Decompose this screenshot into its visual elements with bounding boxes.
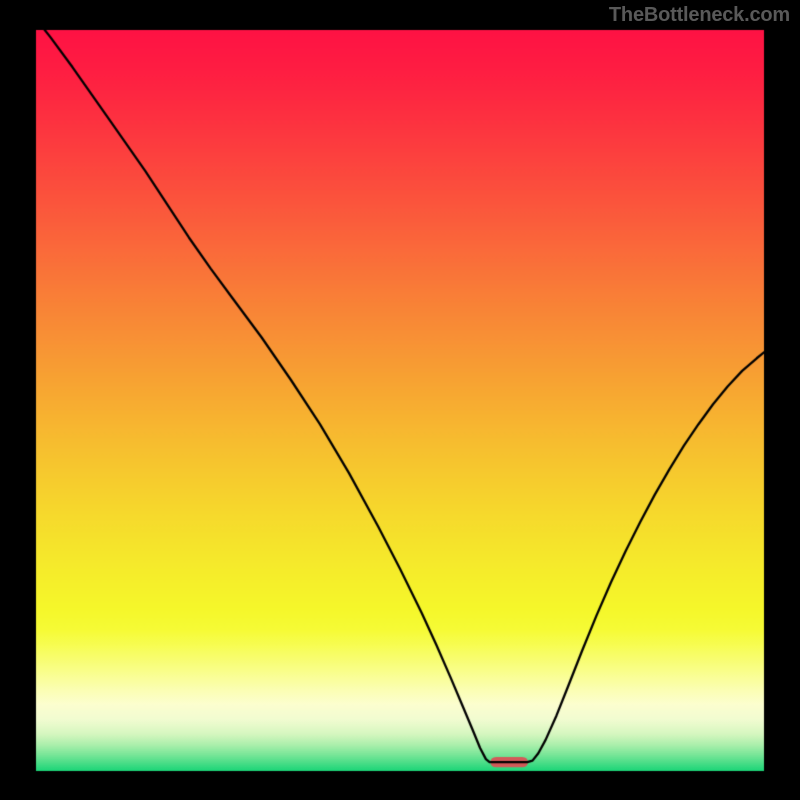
chart-container: TheBottleneck.com xyxy=(0,0,800,800)
attribution-label: TheBottleneck.com xyxy=(609,4,790,27)
bottleneck-chart-canvas xyxy=(0,0,800,800)
